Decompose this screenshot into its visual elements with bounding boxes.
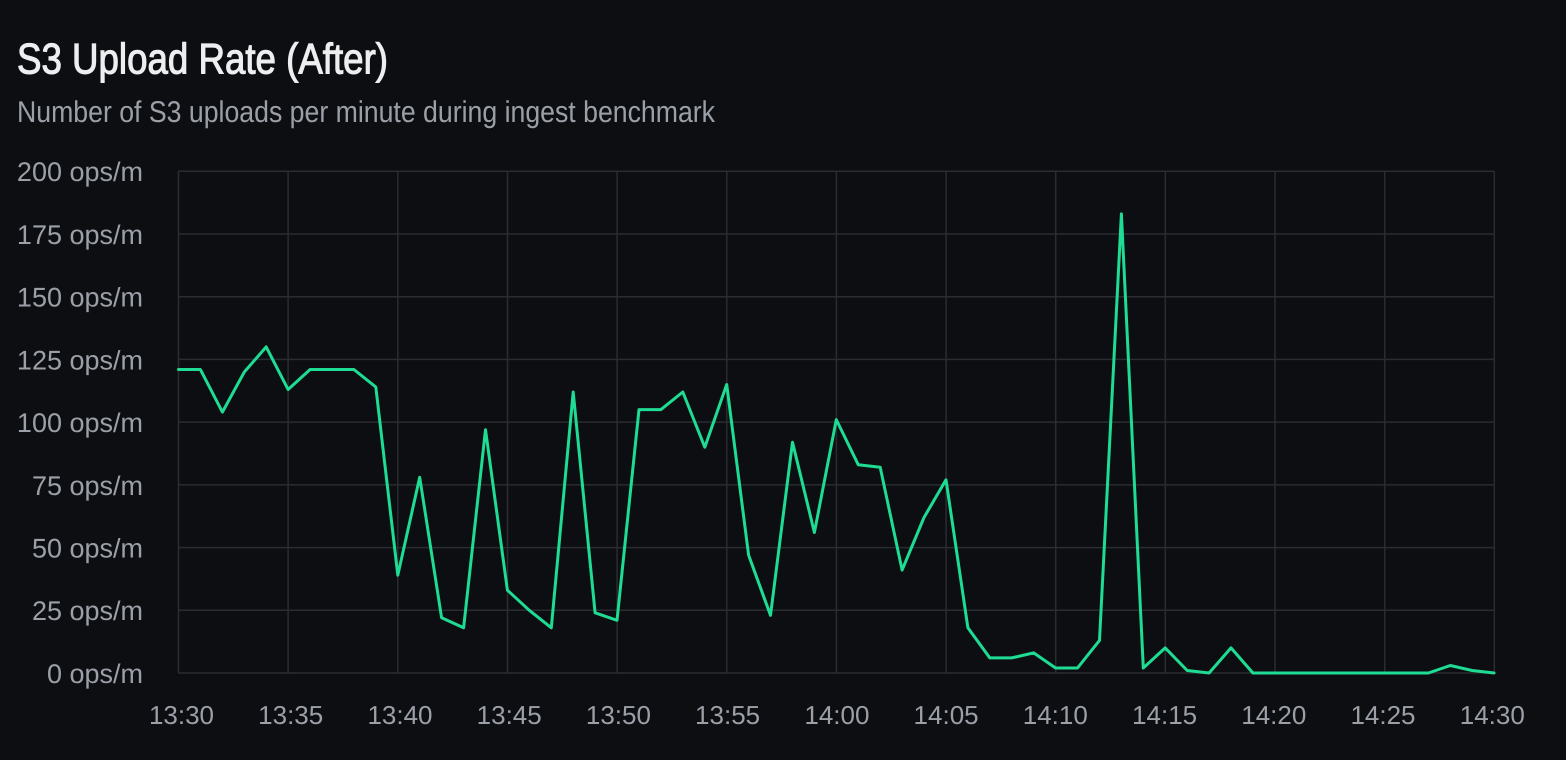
svg-text:S3 Upload Rate (After): S3 Upload Rate (After) (17, 36, 388, 84)
svg-text:50 ops/m: 50 ops/m (32, 534, 143, 564)
svg-text:150 ops/m: 150 ops/m (17, 283, 143, 313)
svg-text:200 ops/m: 200 ops/m (17, 157, 143, 187)
svg-text:13:40: 13:40 (367, 700, 432, 730)
svg-text:0 ops/m: 0 ops/m (47, 659, 143, 689)
svg-text:14:25: 14:25 (1350, 700, 1415, 730)
svg-text:13:50: 13:50 (586, 700, 651, 730)
svg-text:13:45: 13:45 (477, 700, 542, 730)
svg-text:14:10: 14:10 (1023, 700, 1088, 730)
svg-text:14:30: 14:30 (1460, 700, 1525, 730)
svg-text:25 ops/m: 25 ops/m (32, 596, 143, 626)
svg-text:14:20: 14:20 (1241, 700, 1306, 730)
svg-text:14:15: 14:15 (1132, 700, 1197, 730)
svg-text:Number of S3 uploads per minut: Number of S3 uploads per minute during i… (17, 96, 716, 129)
svg-text:125 ops/m: 125 ops/m (17, 345, 143, 375)
svg-text:175 ops/m: 175 ops/m (17, 220, 143, 250)
svg-text:13:35: 13:35 (258, 700, 323, 730)
svg-text:75 ops/m: 75 ops/m (32, 471, 143, 501)
svg-text:100 ops/m: 100 ops/m (17, 408, 143, 438)
svg-text:14:00: 14:00 (804, 700, 869, 730)
svg-text:13:30: 13:30 (149, 700, 214, 730)
svg-text:14:05: 14:05 (914, 700, 979, 730)
svg-text:13:55: 13:55 (695, 700, 760, 730)
